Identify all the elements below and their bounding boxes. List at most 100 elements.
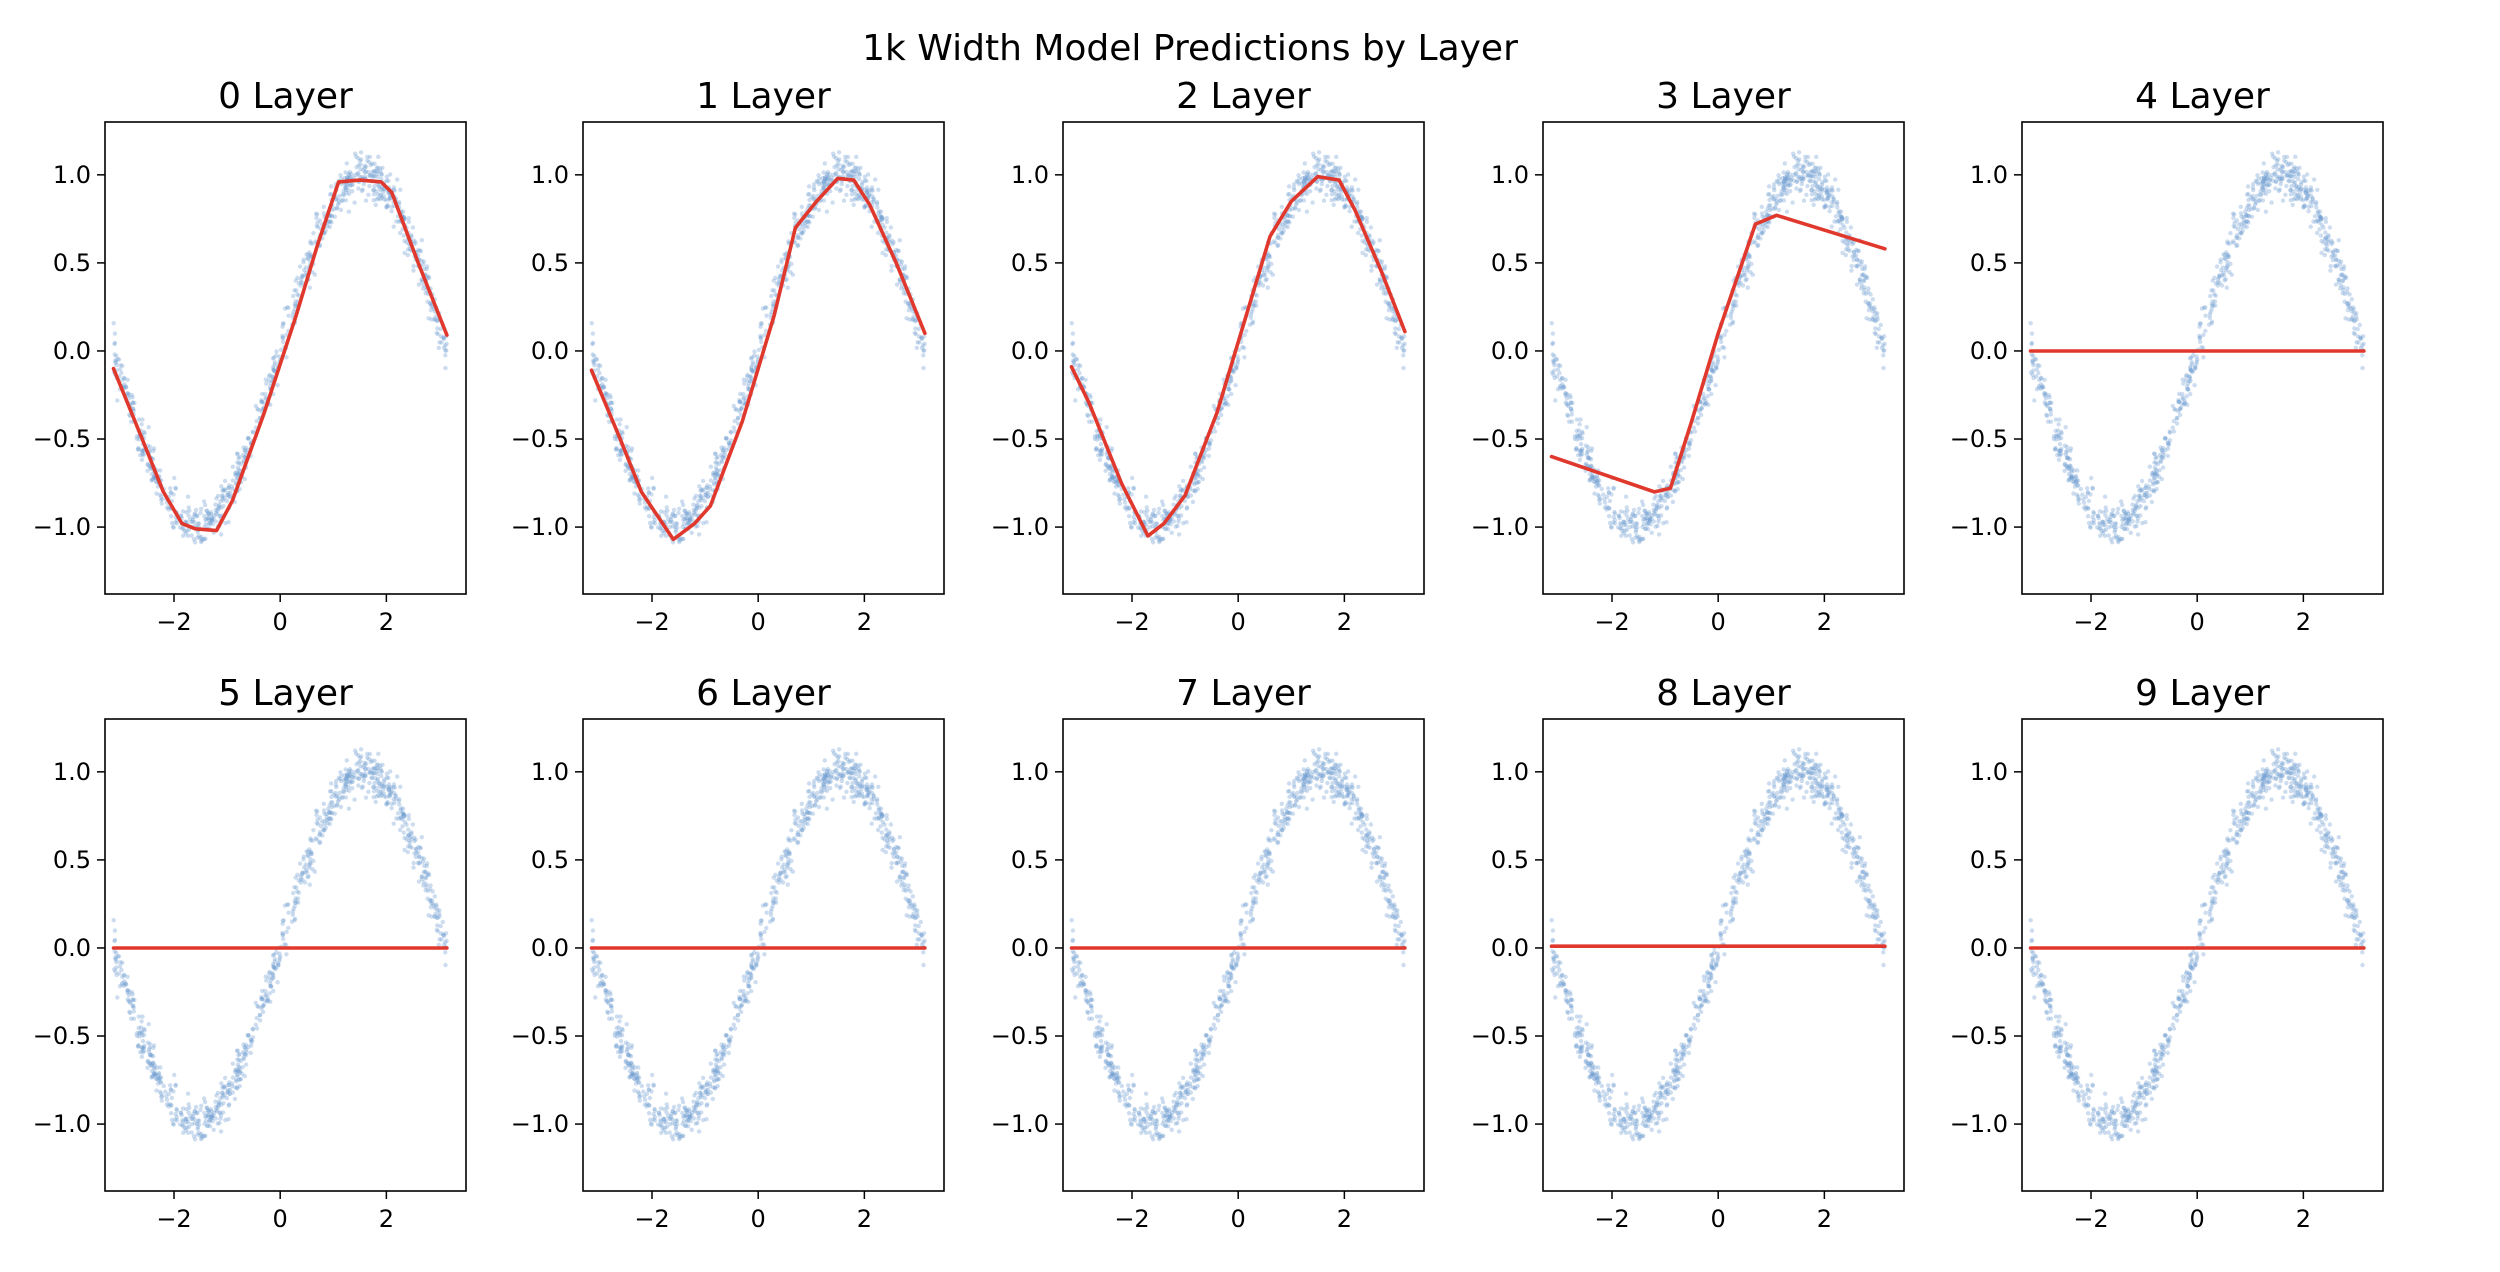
data-point <box>411 263 416 269</box>
data-point <box>1286 184 1292 189</box>
data-point <box>623 461 629 466</box>
data-point <box>1295 179 1301 185</box>
data-point <box>1264 277 1269 282</box>
data-point <box>773 292 778 297</box>
data-point <box>2354 317 2359 322</box>
data-point <box>111 321 116 326</box>
data-point <box>832 165 837 170</box>
data-point <box>356 186 361 191</box>
data-point <box>1862 287 1867 293</box>
data-point <box>1836 187 1841 192</box>
data-point <box>752 349 757 354</box>
data-point <box>836 150 842 155</box>
data-point <box>2255 173 2260 178</box>
data-point <box>1829 200 1834 205</box>
data-point <box>125 391 130 396</box>
data-point <box>2063 425 2068 430</box>
data-point <box>1870 309 1876 314</box>
data-point <box>712 482 717 487</box>
data-point <box>2101 528 2107 533</box>
data-point <box>2290 178 2295 184</box>
data-point <box>419 238 424 243</box>
data-point <box>136 447 141 452</box>
data-point <box>305 256 311 262</box>
data-point <box>888 225 894 230</box>
data-point <box>1324 192 1329 197</box>
y-tick-label: 1.0 <box>53 161 91 189</box>
data-point <box>1392 330 1398 336</box>
data-point <box>1233 383 1238 388</box>
data-point <box>114 363 119 368</box>
data-point <box>432 317 437 322</box>
data-point <box>1104 425 1109 430</box>
data-point <box>1740 283 1746 288</box>
data-point <box>1630 512 1636 517</box>
data-point <box>1178 488 1183 493</box>
data-point <box>2160 465 2166 470</box>
data-point <box>386 775 391 781</box>
data-point <box>2293 154 2298 159</box>
data-point <box>438 923 443 929</box>
data-point <box>2301 197 2306 203</box>
x-tick-label: 2 <box>1817 608 1832 636</box>
data-point <box>1190 499 1196 505</box>
y-tick-label: −1.0 <box>991 513 1049 541</box>
data-point <box>845 183 850 189</box>
data-point <box>1087 419 1092 424</box>
y-tick-label: 1.0 <box>531 161 569 189</box>
x-tick-label: 0 <box>751 608 766 636</box>
data-point <box>149 471 155 477</box>
data-point <box>2337 262 2343 267</box>
data-point <box>2209 319 2215 324</box>
data-point <box>682 516 687 522</box>
data-point <box>890 238 895 243</box>
data-point <box>315 224 321 230</box>
data-point <box>1131 514 1136 520</box>
data-point <box>2165 440 2170 445</box>
data-point <box>245 436 251 441</box>
y-tick-label: 1.0 <box>1970 161 2008 189</box>
y-tick-label: −0.5 <box>1471 425 1529 453</box>
data-point <box>876 187 881 192</box>
data-point <box>1302 161 1308 166</box>
data-point <box>2201 355 2206 360</box>
data-point <box>1623 533 1629 538</box>
data-point <box>1596 494 1602 499</box>
data-point <box>204 508 210 513</box>
data-point <box>849 187 854 193</box>
subplot-0: 0 Layer−2 0 2−1.0−0.50.00.51.0 <box>33 76 467 636</box>
data-point <box>1804 192 1809 197</box>
data-point <box>1836 218 1841 223</box>
data-point <box>858 165 863 170</box>
data-point <box>799 204 804 209</box>
x-tick-label: −2 <box>1114 608 1149 636</box>
data-point <box>636 468 641 473</box>
data-point <box>1087 393 1093 398</box>
data-point <box>417 248 423 253</box>
data-point <box>1356 187 1361 192</box>
data-point <box>704 485 709 490</box>
data-point <box>674 521 679 526</box>
data-point <box>594 357 600 362</box>
data-point <box>1229 378 1234 384</box>
data-point <box>1830 193 1835 199</box>
data-point <box>1866 289 1871 295</box>
data-point <box>806 219 811 224</box>
data-point <box>246 436 251 441</box>
data-point <box>271 952 277 957</box>
data-point <box>658 509 664 514</box>
data-point <box>2066 478 2071 483</box>
data-point <box>1346 172 1351 177</box>
data-point <box>425 299 430 304</box>
data-point <box>2098 533 2103 538</box>
data-point <box>1805 173 1810 178</box>
data-point <box>2124 522 2129 527</box>
data-point <box>857 176 862 182</box>
data-point <box>2213 281 2218 286</box>
data-point <box>1722 355 1727 360</box>
data-point <box>2347 304 2352 310</box>
data-point <box>2086 498 2092 504</box>
x-tick-label: −2 <box>156 608 191 636</box>
data-point <box>2308 187 2313 193</box>
data-point <box>724 436 729 441</box>
